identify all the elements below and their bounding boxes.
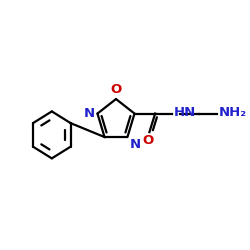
Text: O: O (110, 83, 122, 96)
Text: NH₂: NH₂ (219, 106, 247, 119)
Text: HN: HN (174, 106, 196, 119)
Text: N: N (130, 138, 141, 151)
Text: O: O (142, 134, 153, 147)
Text: N: N (84, 107, 95, 120)
